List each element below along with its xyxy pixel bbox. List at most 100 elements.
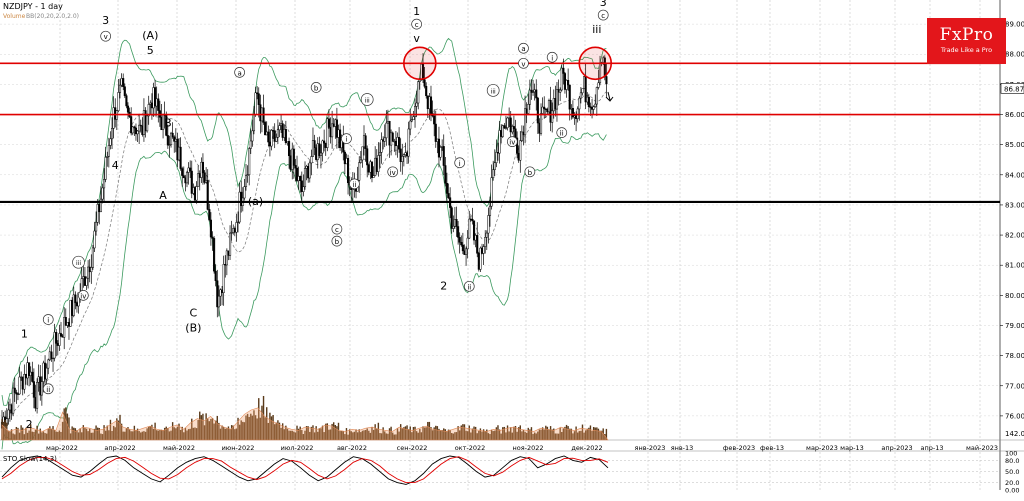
fxpro-logo: FxPro Trade Like a Pro xyxy=(927,18,1006,64)
wave-label-circle xyxy=(546,51,558,63)
candle-body xyxy=(605,76,608,85)
candle-body xyxy=(472,220,476,241)
volume-bar xyxy=(419,429,421,440)
wave-label: i xyxy=(47,316,49,324)
volume-bar xyxy=(454,432,456,440)
volume-bar xyxy=(492,431,494,440)
candle-body xyxy=(377,155,380,172)
volume-bar xyxy=(69,433,72,440)
candle-body xyxy=(512,126,515,130)
candle-body xyxy=(190,170,193,194)
candle-body xyxy=(288,141,291,157)
volume-bar xyxy=(336,426,338,440)
volume-bar xyxy=(591,430,593,440)
candle-body xyxy=(452,225,455,229)
candle-body xyxy=(251,130,254,142)
candle-body xyxy=(228,232,232,256)
wave-label: 2 xyxy=(440,279,447,292)
volume-bar xyxy=(10,429,13,440)
volume-bar xyxy=(192,427,195,440)
candle-body xyxy=(154,87,157,107)
candle-body xyxy=(18,376,21,395)
volume-bar xyxy=(399,424,402,440)
candle-body xyxy=(299,176,302,182)
wave-label: v xyxy=(413,32,420,45)
candle-body xyxy=(267,131,270,143)
volume-bar xyxy=(508,431,510,440)
candle-body xyxy=(58,333,61,346)
candle-body xyxy=(213,238,216,272)
volume-bar xyxy=(112,425,115,440)
stochastic-tick-label: 20.0 xyxy=(1005,479,1019,487)
volume-bar xyxy=(15,426,18,440)
candle-body xyxy=(225,250,228,266)
volume-bar xyxy=(183,432,185,440)
volume-bar xyxy=(111,430,113,440)
candle-body xyxy=(216,280,219,308)
candle-body xyxy=(372,175,375,178)
volume-bar xyxy=(144,431,147,440)
volume-bar xyxy=(540,429,542,440)
volume-bar xyxy=(136,428,139,440)
volume-bar xyxy=(259,417,262,440)
volume-bar xyxy=(403,427,405,440)
volume-bar xyxy=(26,432,29,440)
candle-body xyxy=(64,317,67,326)
candle-body xyxy=(535,89,538,99)
candle-body xyxy=(409,120,412,130)
date-tick-label: май-2022 xyxy=(163,444,195,452)
wave-label: c xyxy=(415,21,419,29)
wave-label-circle xyxy=(556,127,568,138)
volume-bar xyxy=(95,425,97,440)
candle-body xyxy=(109,138,112,146)
volume-bar xyxy=(583,432,585,440)
candle-body xyxy=(53,332,56,359)
bollinger-bands xyxy=(1,37,607,450)
volume-bar xyxy=(2,422,5,440)
candle-body xyxy=(85,277,88,286)
volume-bar xyxy=(20,425,22,440)
volume-bar xyxy=(285,425,287,440)
volume-bar xyxy=(384,431,386,440)
wave-label: 1 xyxy=(21,328,28,341)
stochastic-d-line xyxy=(1,456,609,484)
volume-bar xyxy=(600,430,603,440)
volume-bar xyxy=(149,426,152,440)
wave-label: B xyxy=(164,117,172,130)
volume-bar xyxy=(313,432,316,440)
candle-body xyxy=(118,84,122,93)
date-tick-label: апр-2023 xyxy=(881,444,912,452)
candle-body xyxy=(506,117,509,129)
volume-bar xyxy=(280,427,282,440)
volume-bar xyxy=(505,432,507,440)
wave-label: iv xyxy=(509,139,515,147)
volume-bar xyxy=(446,431,448,440)
candle-body xyxy=(77,292,80,307)
wave-label-circle xyxy=(349,178,360,190)
volume-bar xyxy=(489,434,491,440)
volume-bar xyxy=(430,427,432,440)
volume-bar xyxy=(513,426,515,440)
candle-body xyxy=(31,371,34,382)
volume-bar xyxy=(243,422,246,440)
volume-bar xyxy=(377,422,380,440)
candle-body xyxy=(292,148,295,166)
volume-bar xyxy=(527,427,529,440)
volume-bar xyxy=(79,428,81,440)
volume-bar xyxy=(584,430,587,440)
candle-body xyxy=(206,180,209,210)
candle-body xyxy=(222,264,225,293)
volume-bar xyxy=(570,428,573,440)
volume-bar xyxy=(326,423,329,440)
wave-label: a xyxy=(237,69,241,77)
volume-bar xyxy=(559,427,561,440)
candle-body xyxy=(498,130,501,154)
volume-bar xyxy=(42,431,45,440)
wave-label: (B) xyxy=(185,322,201,335)
candle-body xyxy=(543,106,546,110)
volume-bar xyxy=(455,432,458,440)
volume-bar xyxy=(87,431,89,440)
volume-bar xyxy=(457,426,459,440)
candle-body xyxy=(471,219,474,222)
candle-body xyxy=(146,115,149,132)
